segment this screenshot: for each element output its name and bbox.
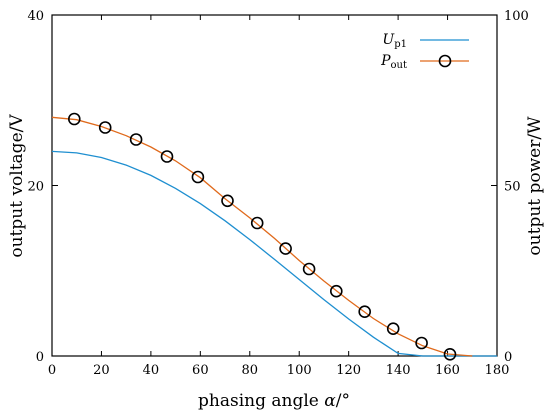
series-line-pout — [51, 116, 473, 357]
legend-label-pout: Pout — [380, 53, 407, 71]
pout-point — [98, 121, 112, 134]
legend-marker-pout — [438, 54, 452, 68]
pout-point — [68, 112, 81, 126]
y-left-tick-label: 40 — [27, 9, 44, 24]
y-left-tick-label: 0 — [36, 350, 44, 365]
y-left-ticks: 0 20 40 — [27, 9, 58, 365]
x-tick-label: 60 — [192, 363, 209, 378]
plot-frame — [51, 14, 498, 357]
pout-point — [329, 284, 343, 298]
y-right-tick-label: 50 — [504, 180, 521, 195]
x-tick-label: 100 — [287, 363, 312, 378]
y-left-tick-label: 20 — [27, 180, 44, 195]
pout-point — [221, 194, 234, 208]
x-ticks: 0 20 40 60 80 100 120 140 160 180 — [48, 15, 510, 378]
legend-label-up1: Up1 — [382, 32, 407, 50]
y-left-axis-title: output voltage/V — [7, 114, 27, 258]
pout-point — [386, 322, 400, 336]
x-tick-label: 160 — [435, 363, 460, 378]
pout-point — [191, 170, 205, 184]
x-tick-label: 120 — [336, 363, 361, 378]
pout-point — [415, 336, 428, 350]
pout-point — [358, 305, 372, 319]
series-layer — [51, 112, 497, 361]
y-right-tick-label: 100 — [504, 9, 529, 24]
x-tick-label: 180 — [485, 363, 510, 378]
series-line-up1 — [51, 150, 497, 357]
y-right-ticks: 0 50 100 — [491, 9, 529, 365]
pout-point — [129, 133, 143, 146]
x-tick-label: 40 — [143, 363, 160, 378]
pout-point — [302, 262, 316, 276]
pout-point — [443, 347, 457, 361]
x-tick-label: 0 — [48, 363, 56, 378]
legend: Up1 Pout — [380, 32, 469, 71]
x-tick-label: 20 — [93, 363, 110, 378]
pout-point — [250, 216, 264, 230]
x-axis-title: phasing angle α/° — [198, 391, 350, 411]
y-right-tick-label: 0 — [504, 350, 512, 365]
y-right-axis-title: output power/W — [525, 116, 545, 256]
x-tick-label: 140 — [386, 363, 411, 378]
pout-point — [279, 242, 292, 255]
pout-point — [160, 150, 174, 163]
x-tick-label: 80 — [242, 363, 259, 378]
